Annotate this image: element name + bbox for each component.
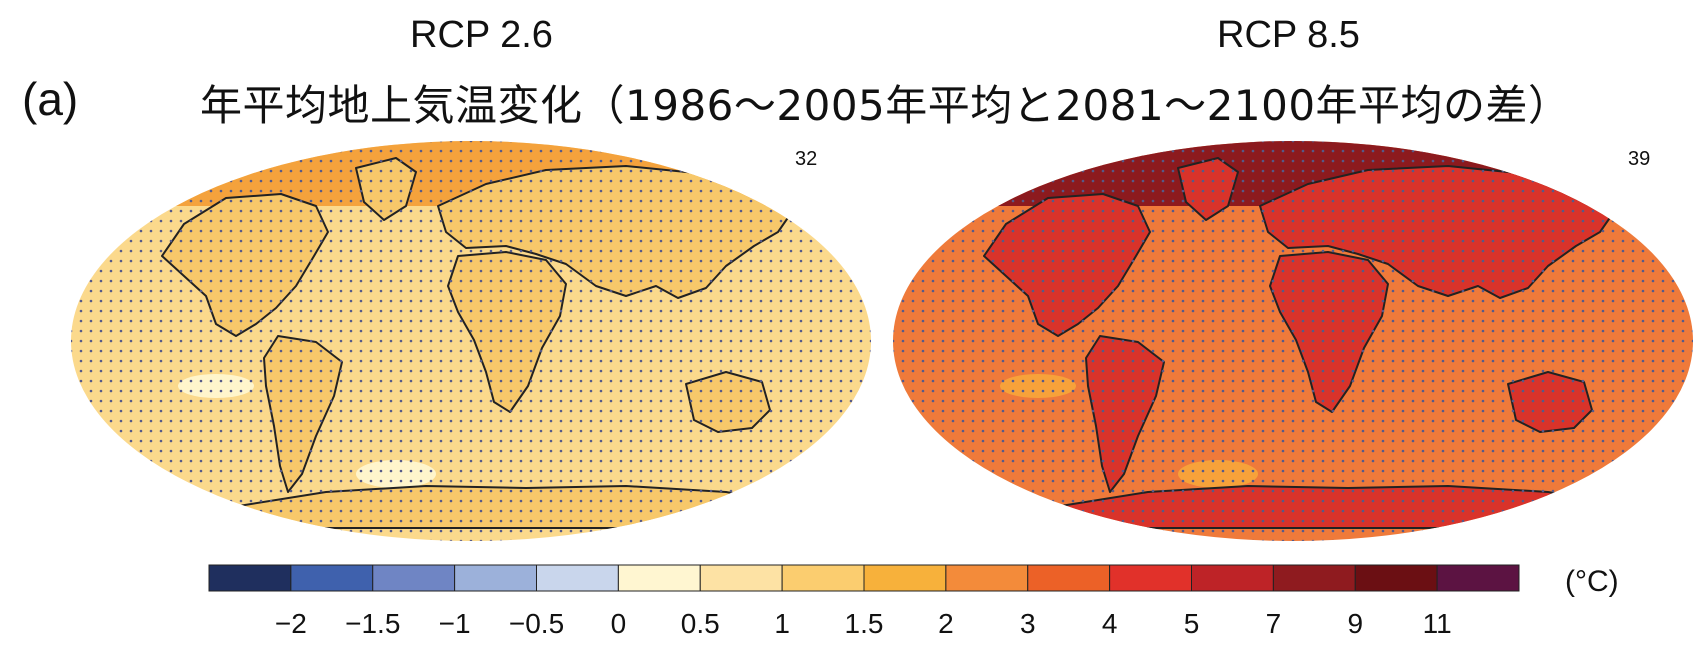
colorbar-tick-label: 7 bbox=[1265, 608, 1282, 639]
colorbar-tick-label: 11 bbox=[1422, 608, 1452, 639]
panel-label: (a) bbox=[22, 73, 79, 125]
colorbar-tick-label: 9 bbox=[1347, 608, 1364, 639]
colorbar-tick-label: 3 bbox=[1019, 608, 1036, 639]
main-title: 年平均地上気温変化（1986～2005年平均と2081～2100年平均の差） bbox=[200, 81, 1571, 130]
colorbar-segment bbox=[454, 564, 537, 592]
colorbar-segment bbox=[208, 564, 292, 592]
model-count-left: 32 bbox=[795, 148, 818, 170]
scenario-title-right: RCP 8.5 bbox=[1217, 14, 1360, 56]
colorbar-tick-label: −0.5 bbox=[508, 608, 565, 639]
colorbar-tick-label: 1.5 bbox=[844, 608, 884, 639]
colorbar-segment bbox=[1109, 564, 1192, 592]
colorbar-segment bbox=[536, 564, 619, 592]
colorbar-segment bbox=[1354, 564, 1438, 592]
world-map-rcp26 bbox=[71, 141, 871, 541]
colorbar-segment bbox=[1436, 564, 1520, 592]
colorbar-segment bbox=[699, 564, 783, 592]
colorbar-tick-label: 1 bbox=[774, 608, 790, 639]
significance-stippling bbox=[893, 141, 1693, 541]
colorbar-segment bbox=[1272, 564, 1356, 592]
world-map-rcp85 bbox=[893, 141, 1693, 541]
colorbar-segment bbox=[1191, 564, 1274, 592]
colorbar-segment bbox=[945, 564, 1029, 592]
scenario-title-left: RCP 2.6 bbox=[410, 14, 553, 56]
model-count-right: 39 bbox=[1628, 148, 1651, 170]
colorbar-segment bbox=[617, 564, 701, 592]
colorbar-tick-label: 2 bbox=[938, 608, 954, 639]
colorbar-tick-label: 5 bbox=[1183, 608, 1200, 639]
colorbar-tick-label: −2 bbox=[274, 608, 307, 639]
colorbar-tick-label: 0.5 bbox=[680, 608, 720, 639]
colorbar-tick-label: 4 bbox=[1101, 608, 1118, 639]
colorbar-segment bbox=[290, 564, 374, 592]
colorbar-unit: (°C) bbox=[1565, 565, 1619, 598]
colorbar-segment bbox=[863, 564, 947, 592]
colorbar-tick-label: 0 bbox=[610, 608, 627, 639]
colorbar-tick-label: −1.5 bbox=[345, 608, 401, 639]
colorbar-segment bbox=[1027, 564, 1111, 592]
significance-stippling bbox=[71, 141, 871, 541]
colorbar-segment bbox=[372, 564, 456, 592]
colorbar bbox=[208, 564, 1520, 592]
colorbar-segment bbox=[781, 564, 865, 592]
colorbar-tick-label: −1 bbox=[438, 608, 471, 639]
